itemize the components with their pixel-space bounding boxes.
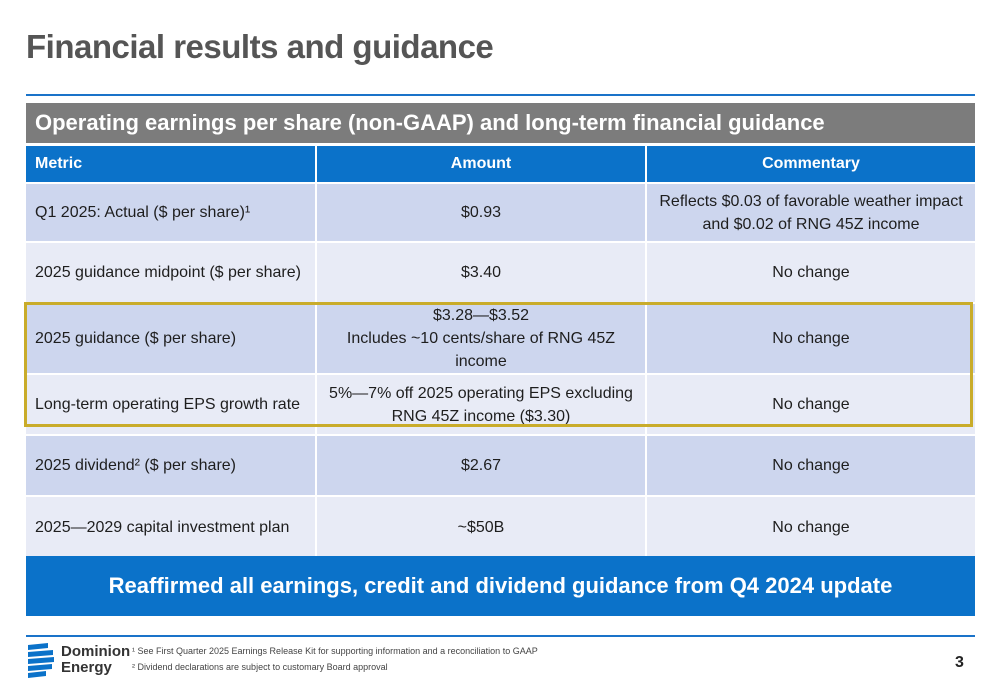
table-row: 2025 guidance midpoint ($ per share) $3.… [26,241,975,303]
table-row: 2025 guidance ($ per share) $3.28—$3.52 … [26,302,975,374]
amount-note: Includes ~10 cents/share of RNG 45Z inco… [346,330,616,370]
logo-line-1: Dominion [61,643,131,660]
section-header: Operating earnings per share (non-GAAP) … [26,103,975,143]
metric-cell: Long-term operating EPS growth rate [26,373,317,435]
amount-cell: $3.40 [316,241,647,303]
commentary-cell: No change [646,434,975,496]
commentary-cell: Reflects $0.03 of favorable weather impa… [646,182,975,242]
dominion-energy-logo-icon [28,643,54,678]
footnotes: ¹ See First Quarter 2025 Earnings Releas… [132,643,538,675]
results-table: Metric Amount Commentary Q1 2025: Actual… [26,146,975,557]
metric-cell: Q1 2025: Actual ($ per share)¹ [26,182,317,242]
amount-cell: 5%—7% off 2025 operating EPS excluding R… [316,373,647,435]
metric-cell: 2025 guidance midpoint ($ per share) [26,241,317,303]
commentary-cell: No change [646,495,975,557]
commentary-cell: No change [646,302,975,374]
amount-cell: ~$50B [316,495,647,557]
metric-cell: 2025 dividend² ($ per share) [26,434,317,496]
amount-cell: $0.93 [316,182,647,242]
table-row: 2025 dividend² ($ per share) $2.67 No ch… [26,434,975,496]
page-number: 3 [955,654,964,671]
metric-cell: 2025—2029 capital investment plan [26,495,317,557]
table-row: Q1 2025: Actual ($ per share)¹ $0.93 Ref… [26,182,975,242]
top-divider [26,94,975,96]
logo-line-2: Energy [61,659,112,676]
table-row: 2025—2029 capital investment plan ~$50B … [26,495,975,557]
column-header-amount: Amount [316,146,647,183]
footnote-2: ² Dividend declarations are subject to c… [132,662,388,672]
amount-value: $3.28—$3.52 [432,307,530,324]
amount-cell: $2.67 [316,434,647,496]
bottom-divider [26,635,975,637]
amount-cell: $3.28—$3.52 Includes ~10 cents/share of … [316,302,647,374]
column-header-metric: Metric [26,146,317,183]
commentary-cell: No change [646,373,975,435]
logo-wordmark: Dominion Energy [61,644,130,676]
dominion-energy-logo: Dominion Energy [26,640,130,680]
metric-cell: 2025 guidance ($ per share) [26,302,317,374]
table-header-row: Metric Amount Commentary [26,146,975,183]
column-header-commentary: Commentary [646,146,975,183]
reaffirmed-banner: Reaffirmed all earnings, credit and divi… [26,556,975,616]
page-title: Financial results and guidance [26,28,494,65]
table-row: Long-term operating EPS growth rate 5%—7… [26,373,975,435]
footnote-1: ¹ See First Quarter 2025 Earnings Releas… [132,646,538,656]
commentary-cell: No change [646,241,975,303]
